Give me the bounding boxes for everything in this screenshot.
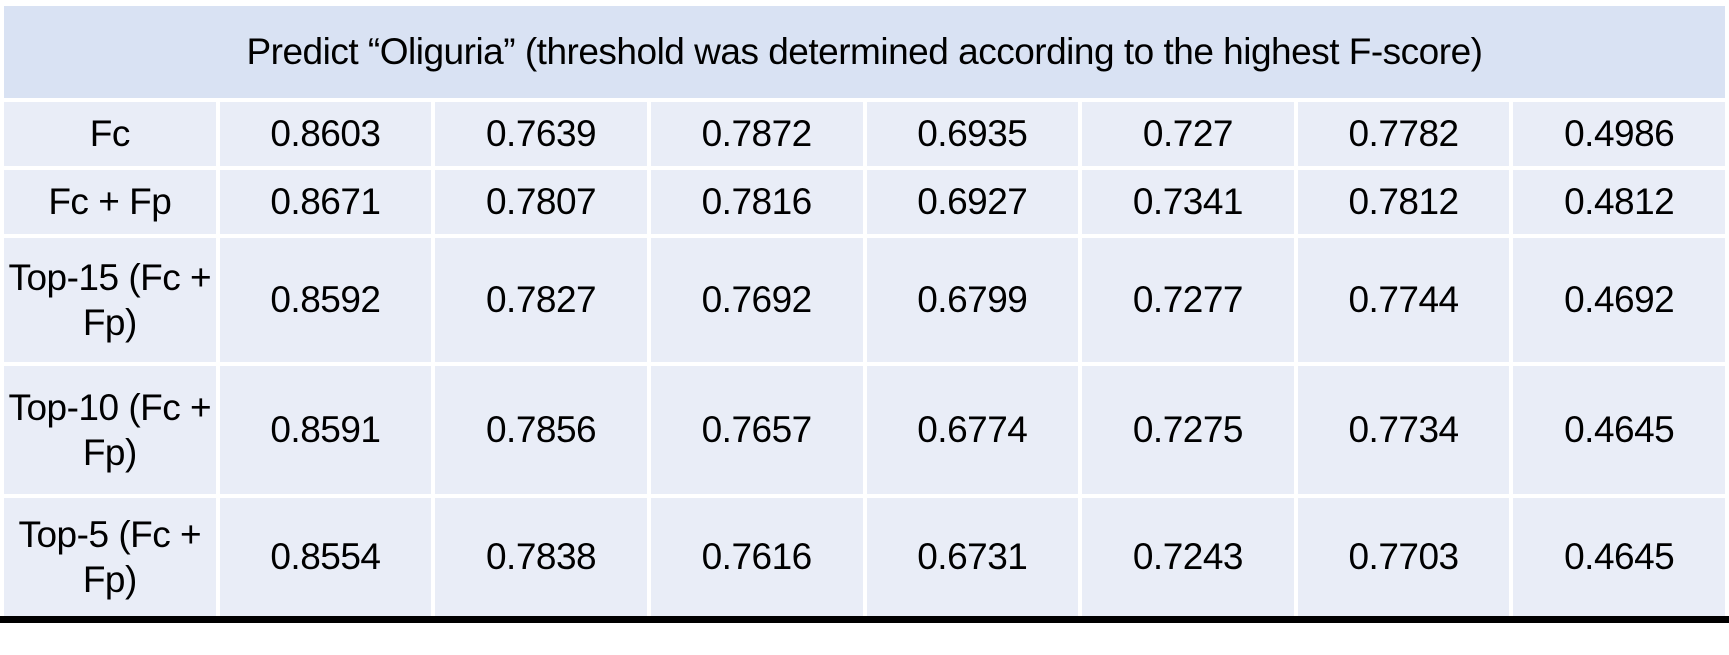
table-cell: 0.8603: [219, 102, 432, 166]
table-row: Top-10 (Fc + Fp) 0.8591 0.7856 0.7657 0.…: [4, 366, 1725, 494]
row-label: Top-15 (Fc + Fp): [4, 238, 216, 362]
table-cell: 0.6731: [866, 498, 1079, 616]
row-label: Fc: [4, 102, 216, 166]
table-row: Fc 0.8603 0.7639 0.7872 0.6935 0.727 0.7…: [4, 102, 1725, 166]
table-cell: 0.7812: [1297, 170, 1510, 234]
row-label: Top-10 (Fc + Fp): [4, 366, 216, 494]
table-cell: 0.727: [1082, 102, 1294, 166]
table-cell: 0.7277: [1082, 238, 1294, 362]
table-cell: 0.7782: [1297, 102, 1510, 166]
table-cell: 0.7341: [1082, 170, 1294, 234]
table-row: Top-5 (Fc + Fp) 0.8554 0.7838 0.7616 0.6…: [4, 498, 1725, 616]
table-cell: 0.6927: [866, 170, 1079, 234]
table-cell: 0.7872: [650, 102, 863, 166]
table-row: Top-15 (Fc + Fp) 0.8592 0.7827 0.7692 0.…: [4, 238, 1725, 362]
table-cell: 0.4645: [1513, 366, 1725, 494]
table-cell: 0.8592: [219, 238, 432, 362]
table-cell: 0.4812: [1513, 170, 1725, 234]
row-label: Top-5 (Fc + Fp): [4, 498, 216, 616]
table-cell: 0.7692: [650, 238, 863, 362]
table-cell: 0.4692: [1513, 238, 1725, 362]
table-cell: 0.8591: [219, 366, 432, 494]
table-bottom-border: [0, 616, 1729, 623]
results-table: Predict “Oliguria” (threshold was determ…: [0, 2, 1729, 620]
table-cell: 0.8554: [219, 498, 432, 616]
row-label: Fc + Fp: [4, 170, 216, 234]
table-cell: 0.4986: [1513, 102, 1725, 166]
table-cell: 0.7744: [1297, 238, 1510, 362]
table-row: Fc + Fp 0.8671 0.7807 0.7816 0.6927 0.73…: [4, 170, 1725, 234]
table-cell: 0.6799: [866, 238, 1079, 362]
table-cell: 0.7856: [435, 366, 647, 494]
table-cell: 0.6774: [866, 366, 1079, 494]
table-cell: 0.7275: [1082, 366, 1294, 494]
table-cell: 0.7703: [1297, 498, 1510, 616]
table-cell: 0.7807: [435, 170, 647, 234]
table-title: Predict “Oliguria” (threshold was determ…: [4, 6, 1725, 98]
table-cell: 0.7639: [435, 102, 647, 166]
table-cell: 0.7616: [650, 498, 863, 616]
table-cell: 0.6935: [866, 102, 1079, 166]
table-cell: 0.7657: [650, 366, 863, 494]
table-cell: 0.8671: [219, 170, 432, 234]
table-cell: 0.7816: [650, 170, 863, 234]
table-title-row: Predict “Oliguria” (threshold was determ…: [4, 6, 1725, 98]
table-cell: 0.7734: [1297, 366, 1510, 494]
table-cell: 0.7243: [1082, 498, 1294, 616]
table-cell: 0.4645: [1513, 498, 1725, 616]
table-cell: 0.7827: [435, 238, 647, 362]
table-cell: 0.7838: [435, 498, 647, 616]
